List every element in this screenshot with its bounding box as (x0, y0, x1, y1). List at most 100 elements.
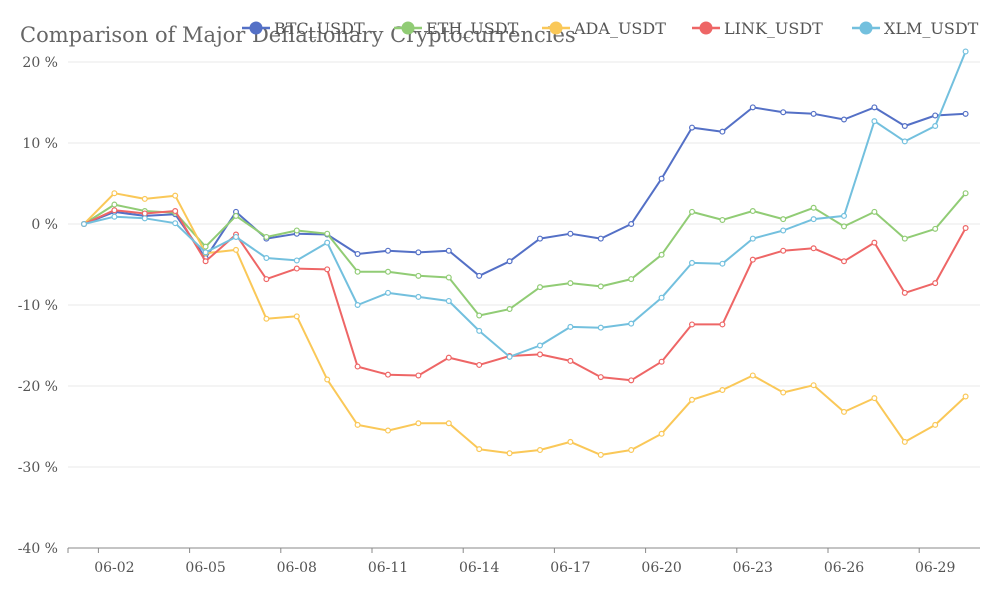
data-point (658, 251, 665, 258)
legend-marker (859, 21, 873, 35)
data-point (415, 372, 422, 379)
data-point (385, 427, 392, 434)
series-ada-usdt (80, 190, 969, 458)
x-tick-label: 06-26 (824, 560, 864, 576)
legend-item-link-usdt[interactable]: LINK_USDT (692, 19, 823, 38)
data-point (293, 257, 300, 264)
data-point (628, 446, 635, 453)
data-point (202, 258, 209, 265)
data-point (871, 208, 878, 215)
data-point (445, 420, 452, 427)
data-point (567, 280, 574, 287)
data-point (293, 227, 300, 234)
data-point (719, 216, 726, 223)
x-tick-label: 06-17 (550, 560, 590, 576)
legend-label: XLM_USDT (884, 19, 979, 38)
data-point (172, 220, 179, 227)
data-point (932, 122, 939, 129)
data-point (172, 208, 179, 215)
data-point (932, 225, 939, 232)
data-point (749, 372, 756, 379)
series-link-usdt (80, 207, 969, 384)
data-point (506, 258, 513, 265)
data-point (932, 280, 939, 287)
data-point (810, 245, 817, 252)
legend[interactable]: BTC_USDT ETH_USDT ADA_USDT LINK_USDT XLM_USD… (242, 19, 979, 38)
data-point (749, 256, 756, 263)
series-line (83, 192, 967, 456)
data-point (354, 250, 361, 257)
x-tick-label: 06-20 (641, 560, 681, 576)
data-point (688, 396, 695, 403)
data-point (233, 233, 240, 240)
x-tick-label: 06-29 (915, 560, 955, 576)
data-point (932, 112, 939, 119)
data-point (172, 192, 179, 199)
data-point (658, 294, 665, 301)
data-point (840, 408, 847, 415)
data-point (111, 201, 118, 208)
data-point (354, 302, 361, 309)
data-point (293, 313, 300, 320)
y-tick-label: -20 % (18, 379, 58, 395)
chart-title: Comparison of Major Deflationary Cryptoc… (20, 23, 576, 47)
data-point (962, 110, 969, 117)
data-point (688, 259, 695, 266)
data-point (263, 255, 270, 262)
data-point (506, 306, 513, 313)
data-point (749, 208, 756, 215)
data-point (840, 223, 847, 230)
data-point (871, 118, 878, 125)
legend-marker (249, 21, 263, 35)
data-point (385, 268, 392, 275)
x-tick-label: 06-05 (185, 560, 225, 576)
data-point (780, 109, 787, 116)
data-point (597, 283, 604, 290)
data-point (111, 207, 118, 214)
data-point (749, 104, 756, 111)
data-point (385, 371, 392, 378)
data-point (111, 190, 118, 197)
data-point (719, 128, 726, 135)
legend-marker (549, 21, 563, 35)
data-point (476, 446, 483, 453)
legend-label: LINK_USDT (724, 19, 823, 38)
data-point (476, 272, 483, 279)
data-point (901, 235, 908, 242)
series-line (83, 51, 967, 358)
data-point (901, 289, 908, 296)
data-point (932, 421, 939, 428)
data-point (293, 265, 300, 272)
data-point (445, 247, 452, 254)
data-point (415, 249, 422, 256)
data-point (263, 233, 270, 240)
data-point (597, 324, 604, 331)
y-tick-label: -30 % (18, 460, 58, 476)
data-point (476, 312, 483, 319)
legend-item-btc-usdt[interactable]: BTC_USDT (242, 19, 365, 38)
series-lines (80, 48, 969, 458)
data-point (628, 320, 635, 327)
data-point (506, 450, 513, 457)
legend-item-ada-usdt[interactable]: ADA_USDT (542, 19, 666, 38)
data-point (536, 446, 543, 453)
data-point (324, 239, 331, 246)
data-point (810, 204, 817, 211)
data-point (233, 212, 240, 219)
data-point (80, 221, 87, 228)
legend-item-xlm-usdt[interactable]: XLM_USDT (852, 19, 979, 38)
data-point (476, 327, 483, 334)
data-point (445, 354, 452, 361)
y-tick-label: 20 % (22, 55, 58, 71)
legend-label: ETH_USDT (426, 19, 519, 38)
legend-item-eth-usdt[interactable]: ETH_USDT (394, 19, 519, 38)
y-axis-tick-labels: -40 % -30 % -20 % -10 % 0 % 10 % 20 % (18, 55, 58, 557)
data-point (901, 438, 908, 445)
y-tick-label: 0 % (31, 217, 58, 233)
data-point (324, 266, 331, 273)
x-axis-ticks: 06-02 06-05 06-08 06-11 06-14 06-17 06-20 06-23… (67, 548, 955, 576)
data-point (719, 260, 726, 267)
data-point (810, 216, 817, 223)
data-point (901, 138, 908, 145)
